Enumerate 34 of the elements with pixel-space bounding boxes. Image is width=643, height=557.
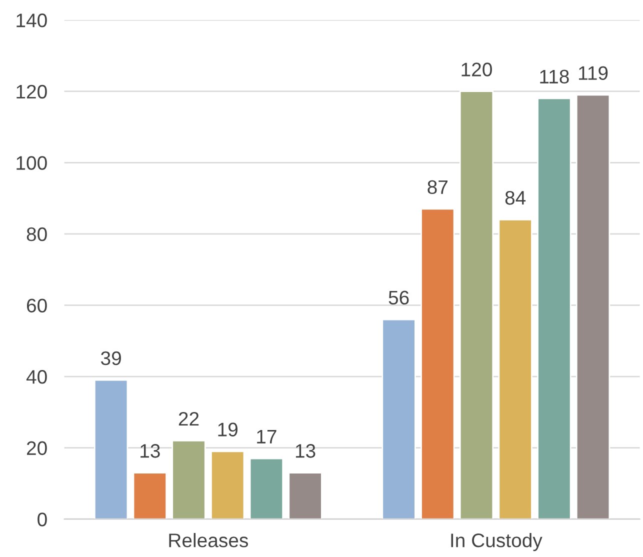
data-label: 22 bbox=[178, 412, 199, 426]
bar bbox=[132, 472, 167, 520]
bar bbox=[382, 318, 416, 520]
data-label: 56 bbox=[388, 290, 409, 305]
y-tick-label: 140 bbox=[16, 14, 47, 28]
bar bbox=[94, 379, 128, 520]
data-label: 39 bbox=[100, 351, 121, 366]
bar bbox=[288, 472, 322, 520]
bar bbox=[249, 458, 284, 520]
bar bbox=[210, 450, 245, 520]
x-tick-label: In Custody bbox=[451, 533, 542, 552]
y-tick-label: 80 bbox=[26, 227, 47, 242]
data-label: 84 bbox=[505, 190, 526, 205]
data-label: 118 bbox=[540, 70, 569, 84]
y-tick-label: 120 bbox=[16, 84, 47, 99]
bar bbox=[459, 90, 494, 520]
x-tick-label: Releases bbox=[169, 533, 248, 548]
y-tick-label: 100 bbox=[16, 156, 47, 170]
data-label: 13 bbox=[140, 444, 160, 458]
data-label: 17 bbox=[257, 430, 276, 444]
y-tick-label: 0 bbox=[38, 512, 47, 526]
data-label: 87 bbox=[428, 180, 448, 194]
y-tick-label: 40 bbox=[26, 370, 47, 384]
bar bbox=[537, 98, 572, 520]
data-label: 19 bbox=[218, 422, 238, 436]
data-label: 119 bbox=[579, 66, 608, 80]
bar bbox=[576, 94, 610, 520]
data-label: 120 bbox=[462, 62, 492, 76]
bar bbox=[172, 440, 206, 520]
y-tick-label: 20 bbox=[26, 441, 47, 456]
data-label: 13 bbox=[296, 444, 316, 458]
bar bbox=[420, 208, 455, 520]
bar bbox=[498, 218, 532, 520]
y-tick-label: 60 bbox=[26, 298, 47, 312]
